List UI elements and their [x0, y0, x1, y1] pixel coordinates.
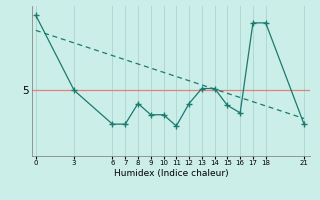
X-axis label: Humidex (Indice chaleur): Humidex (Indice chaleur) — [114, 169, 228, 178]
